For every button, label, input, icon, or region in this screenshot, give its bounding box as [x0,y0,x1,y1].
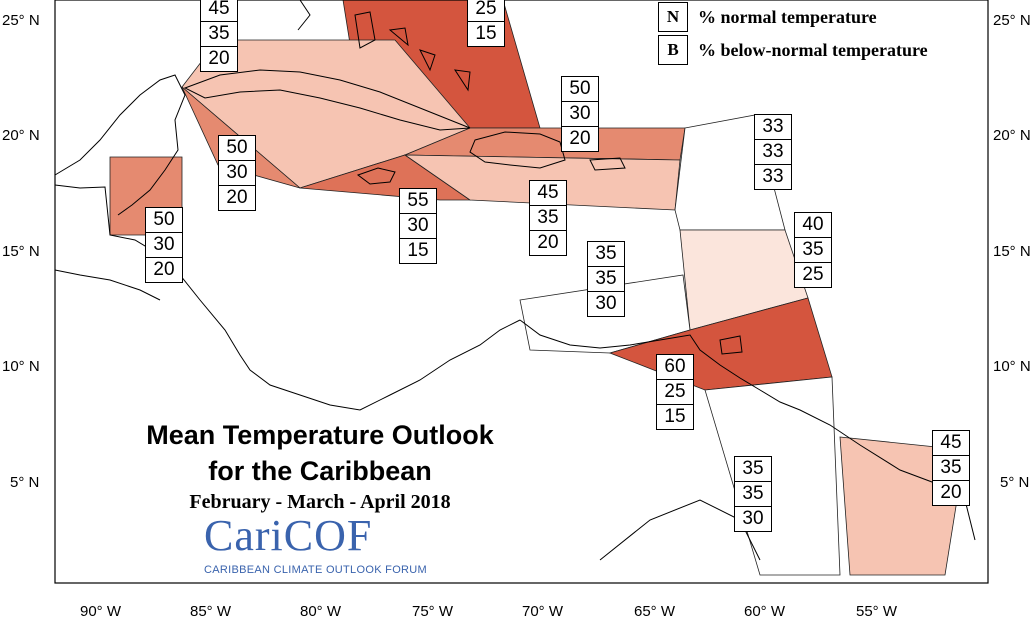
prob-above: 45 [537,182,559,203]
lat-label-left: 5° N [10,474,40,491]
lon-label: 75° W [412,603,454,620]
prob-above: 55 [407,190,429,211]
lat-label-left: 20° N [2,127,40,144]
prob-normal: 30 [146,232,182,257]
forecast-box-guyana: 35 35 30 [734,456,772,532]
prob-below: 30 [735,506,771,531]
prob-below: 15 [400,238,436,263]
legend-normal: N % normal temperature [658,2,877,32]
prob-normal: 35 [795,237,831,262]
map-title-line2: for the Caribbean [208,456,432,486]
lon-label: 80° W [300,603,342,620]
prob-below: 20 [933,480,969,505]
lat-label-left: 10° N [2,358,40,375]
prob-below: 20 [530,230,566,255]
lat-label-right: 15° N [993,243,1031,260]
legend-key-normal: N [658,2,688,32]
prob-below: 30 [588,291,624,316]
logo-subtitle: CARIBBEAN CLIMATE OUTLOOK FORUM [204,564,428,576]
forecast-box-bahamas-north: 45 35 20 [200,0,238,72]
prob-normal: 35 [530,205,566,230]
forecast-box-hispaniola: 50 30 20 [561,76,599,152]
prob-normal: 30 [400,213,436,238]
prob-below: 25 [795,262,831,287]
prob-normal: 33 [755,139,791,164]
lat-label-right: 25° N [993,12,1031,29]
prob-below: 20 [201,46,237,71]
prob-normal: 35 [201,21,237,46]
prob-below: 20 [146,257,182,282]
prob-above: 50 [226,137,248,158]
forecast-box-bahamas-south: 25 15 [467,0,505,47]
prob-below: 15 [657,404,693,429]
map-title: Mean Temperature Outlook [146,420,494,450]
prob-normal: 30 [219,160,255,185]
lat-label-left: 15° N [2,243,40,260]
forecast-box-jamaica: 55 30 15 [399,188,437,264]
lat-label-left: 25° N [2,12,40,29]
prob-normal: 35 [588,266,624,291]
zone-guyana [704,376,841,576]
forecast-period: February - March - April 2018 [189,491,451,513]
prob-below: 33 [755,164,791,189]
lat-label-right: 20° N [993,127,1031,144]
forecast-box-windwards: 40 35 25 [794,212,832,288]
prob-above: 60 [664,356,686,377]
legend-label-normal: % normal temperature [698,6,877,27]
prob-above: 50 [153,209,175,230]
prob-above: 35 [595,243,617,264]
legend-below: B % below-normal temperature [658,35,928,65]
prob-below: 20 [562,126,598,151]
prob-normal: 30 [562,101,598,126]
legend-key-below: B [658,35,688,65]
lon-label: 60° W [744,603,786,620]
prob-below: 15 [468,21,504,46]
prob-above: 40 [802,214,824,235]
prob-normal: 35 [933,455,969,480]
lon-label: 55° W [856,603,898,620]
forecast-box-leewards: 33 33 33 [754,114,792,190]
forecast-box-trinidad: 60 25 15 [656,354,694,430]
lat-label-right: 5° N [1000,474,1030,491]
lon-label: 90° W [80,603,122,620]
legend-label-below: % below-normal temperature [698,39,928,60]
prob-below: 20 [219,185,255,210]
prob-normal: 25 [657,379,693,404]
prob-above: 45 [940,432,962,453]
lon-label: 70° W [522,603,564,620]
prob-normal: 25 [475,0,497,19]
map-frame [54,0,989,584]
lon-label: 65° W [634,603,676,620]
forecast-box-puerto-rico: 45 35 20 [529,180,567,256]
prob-above: 50 [569,78,591,99]
lon-label: 85° W [190,603,232,620]
caricof-logo: CariCOF CARIBBEAN CLIMATE OUTLOOK FORUM [204,511,427,577]
prob-above: 33 [762,116,784,137]
prob-above: 35 [742,458,764,479]
prob-above: 45 [208,0,230,19]
forecast-box-belize: 50 30 20 [145,207,183,283]
prob-normal: 35 [735,481,771,506]
logo-text: CariCOF [204,511,373,560]
lat-label-right: 10° N [993,358,1031,375]
forecast-box-abc: 35 35 30 [587,241,625,317]
forecast-box-french-guiana: 45 35 20 [932,430,970,506]
forecast-box-cuba-west: 50 30 20 [218,135,256,211]
coastlines [54,0,976,561]
